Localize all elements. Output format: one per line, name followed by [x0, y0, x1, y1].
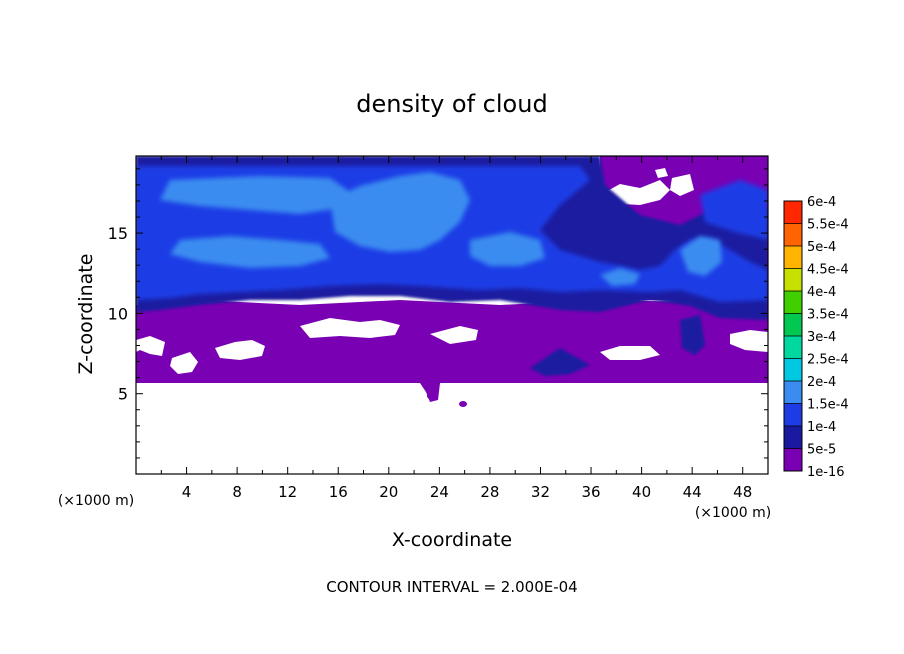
- colorbar-label: 3.5e-4: [807, 308, 849, 323]
- chart-title: density of cloud: [356, 90, 547, 118]
- colorbar-swatch: [784, 336, 802, 359]
- x-tick-label: 12: [278, 483, 297, 501]
- x-tick-label: 36: [581, 483, 600, 501]
- colorbar-label: 5.5e-4: [807, 218, 849, 233]
- x-tick-label: 40: [632, 483, 651, 501]
- region-1-5e-4: [160, 172, 722, 286]
- colorbar-label: 5e-4: [807, 240, 836, 255]
- colorbar-swatch: [784, 201, 802, 224]
- colorbar-swatch: [784, 358, 802, 381]
- y-tick-label: 10: [108, 304, 128, 323]
- colorbar-label: 6e-4: [807, 195, 836, 210]
- y-axis-ticks: 5 10 15: [108, 168, 768, 459]
- colorbar-swatch: [784, 291, 802, 314]
- y-tick-label: 15: [108, 224, 128, 243]
- x-tick-label: 4: [182, 483, 192, 501]
- x-unit-label-left: (×1000 m): [58, 493, 134, 509]
- colorbar-swatch: [784, 403, 802, 426]
- colorbar-label: 1e-16: [807, 465, 845, 480]
- plot-frame: [135, 155, 769, 475]
- colorbar-label: 3e-4: [807, 330, 836, 345]
- region-clear-holes: [136, 168, 768, 374]
- x-axis-ticks: 4 8 12 16 20 24 28 32 36 40 44 48: [160, 156, 752, 501]
- contour-interval-note: CONTOUR INTERVAL = 2.000E-04: [326, 578, 577, 596]
- x-axis-label: X-coordinate: [392, 529, 512, 551]
- colorbar-swatch: [784, 381, 802, 404]
- x-tick-label: 28: [480, 483, 499, 501]
- x-tick-label: 32: [531, 483, 550, 501]
- colorbar-swatch: [784, 268, 802, 291]
- colorbar-label: 2.5e-4: [807, 353, 849, 368]
- y-tick-label: 5: [118, 385, 128, 404]
- x-tick-label: 24: [430, 483, 449, 501]
- colorbar-label: 4.5e-4: [807, 263, 849, 278]
- colorbar-swatch: [784, 313, 802, 336]
- colorbar-label: 5e-5: [807, 443, 836, 458]
- colorbar-swatch: [784, 426, 802, 449]
- x-tick-label: 20: [379, 483, 398, 501]
- colorbar-swatch: [784, 448, 802, 471]
- plot-area: [136, 156, 768, 474]
- colorbar-swatch: [784, 223, 802, 246]
- colorbar-label: 1e-4: [807, 420, 836, 435]
- colorbar-label: 2e-4: [807, 375, 836, 390]
- colorbar-swatch: [784, 246, 802, 269]
- x-tick-label: 44: [683, 483, 702, 501]
- x-tick-label: 48: [733, 483, 752, 501]
- colorbar-label: 1.5e-4: [807, 398, 849, 413]
- y-axis-label: Z-coordinate: [75, 254, 97, 375]
- colorbar: 1e-16 5e-5 1e-4 1.5e-4 2e-4 2.5e-4 3e-4 3.5e-4 4…: [783, 195, 849, 480]
- x-unit-label-right: (×1000 m): [695, 505, 771, 521]
- x-tick-label: 8: [232, 483, 242, 501]
- colorbar-label: 4e-4: [807, 285, 836, 300]
- x-tick-label: 16: [329, 483, 348, 501]
